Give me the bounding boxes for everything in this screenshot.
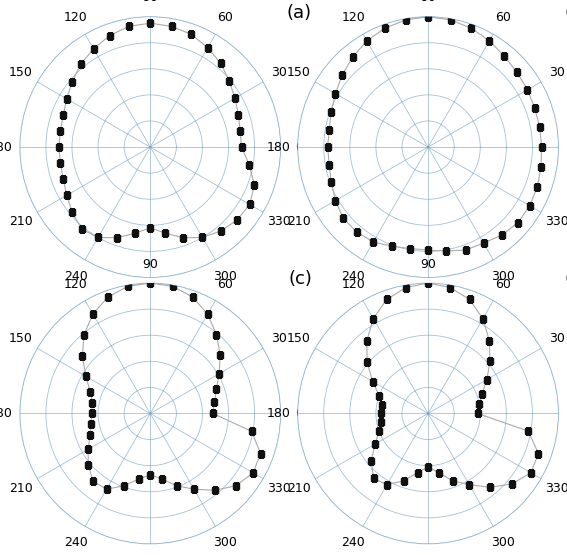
Text: (b): (b)	[564, 3, 567, 22]
Text: (c): (c)	[288, 270, 312, 288]
Text: (d): (d)	[564, 270, 567, 288]
Text: (a): (a)	[287, 3, 312, 22]
